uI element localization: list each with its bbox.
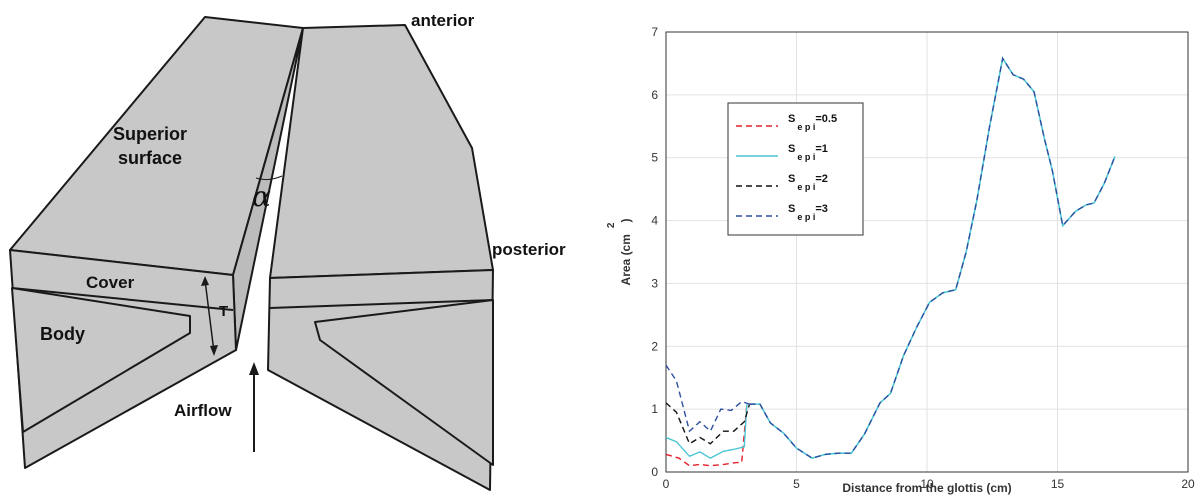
legend-label-3: Se p i=2: [788, 173, 828, 192]
label-airflow: Airflow: [174, 401, 232, 420]
legend-box: [727, 102, 864, 236]
left-cover-body-boundary: [11, 287, 234, 311]
x-tick-label: 15: [1051, 477, 1065, 491]
label-cover: Cover: [86, 273, 135, 292]
vocal-fold-diagram: [9, 16, 494, 491]
diagram-labels: anterior posterior Superior surface Cove…: [40, 11, 566, 420]
label-surface: surface: [118, 148, 182, 168]
x-tick-label: 5: [793, 477, 800, 491]
right-fold-superior-surface: [269, 24, 494, 279]
label-superior: Superior: [113, 124, 187, 144]
right-cover-body-boundary: [269, 299, 494, 309]
thickness-arrowhead-top: [201, 276, 209, 286]
label-body: Body: [40, 324, 85, 344]
svg-text:Area (cm2): Area (cm2): [606, 219, 633, 286]
y-tick-label: 1: [651, 402, 658, 416]
chart-grid: [666, 32, 1188, 472]
y-tick-label: 4: [651, 214, 658, 228]
y-axis-title: Area (cm2): [606, 219, 633, 286]
y-tick-label: 3: [651, 276, 658, 290]
plot-frame: [665, 31, 1189, 473]
y-axis-title-close: ): [619, 219, 633, 223]
thickness-arrow: [204, 279, 215, 353]
series-line-2: [665, 404, 748, 459]
y-tick-labels: 0 1 2 3 4 5 6 7: [651, 25, 658, 479]
legend-label-2: Se p i=1: [788, 143, 828, 162]
series-line-4: [665, 364, 750, 433]
y-tick-label: 6: [651, 88, 658, 102]
x-tick-label: 0: [663, 477, 670, 491]
x-tick-label: 10: [920, 477, 934, 491]
y-tick-label: 2: [651, 339, 658, 353]
chart-series: [665, 56, 1116, 467]
x-tick-labels: 0 5 10 15 20: [663, 477, 1195, 491]
x-axis-title: Distance from the glottis (cm): [842, 481, 1011, 495]
series-line-3: [665, 402, 751, 445]
area-chart: 0 5 10 15 20 0 1 2 3 4 5 6 7 Distance from the glot…: [606, 25, 1195, 495]
y-axis-title-superscript: 2: [606, 222, 617, 228]
y-axis-title-text: Area (cm: [619, 234, 633, 285]
chart-legend: Se p i=0.5 Se p i=1 Se p i=2 Se p i=3: [727, 102, 864, 236]
y-tick-label: 0: [651, 465, 658, 479]
legend-label-1: Se p i=0.5: [788, 113, 837, 132]
x-tick-label: 20: [1181, 477, 1195, 491]
label-alpha: α: [252, 180, 271, 213]
left-body-region: [11, 287, 191, 433]
airflow-arrowhead: [249, 362, 259, 375]
thickness-arrowhead-bottom: [210, 345, 218, 356]
legend-label-4: Se p i=3: [788, 203, 828, 222]
shared-curve: [749, 56, 1116, 459]
label-anterior: anterior: [411, 11, 475, 30]
label-thickness: T: [219, 303, 228, 320]
label-posterior: posterior: [492, 240, 566, 259]
alpha-angle-arc: [255, 175, 283, 181]
y-tick-label: 5: [651, 151, 658, 165]
right-body-region: [314, 299, 494, 466]
y-tick-label: 7: [651, 25, 658, 39]
